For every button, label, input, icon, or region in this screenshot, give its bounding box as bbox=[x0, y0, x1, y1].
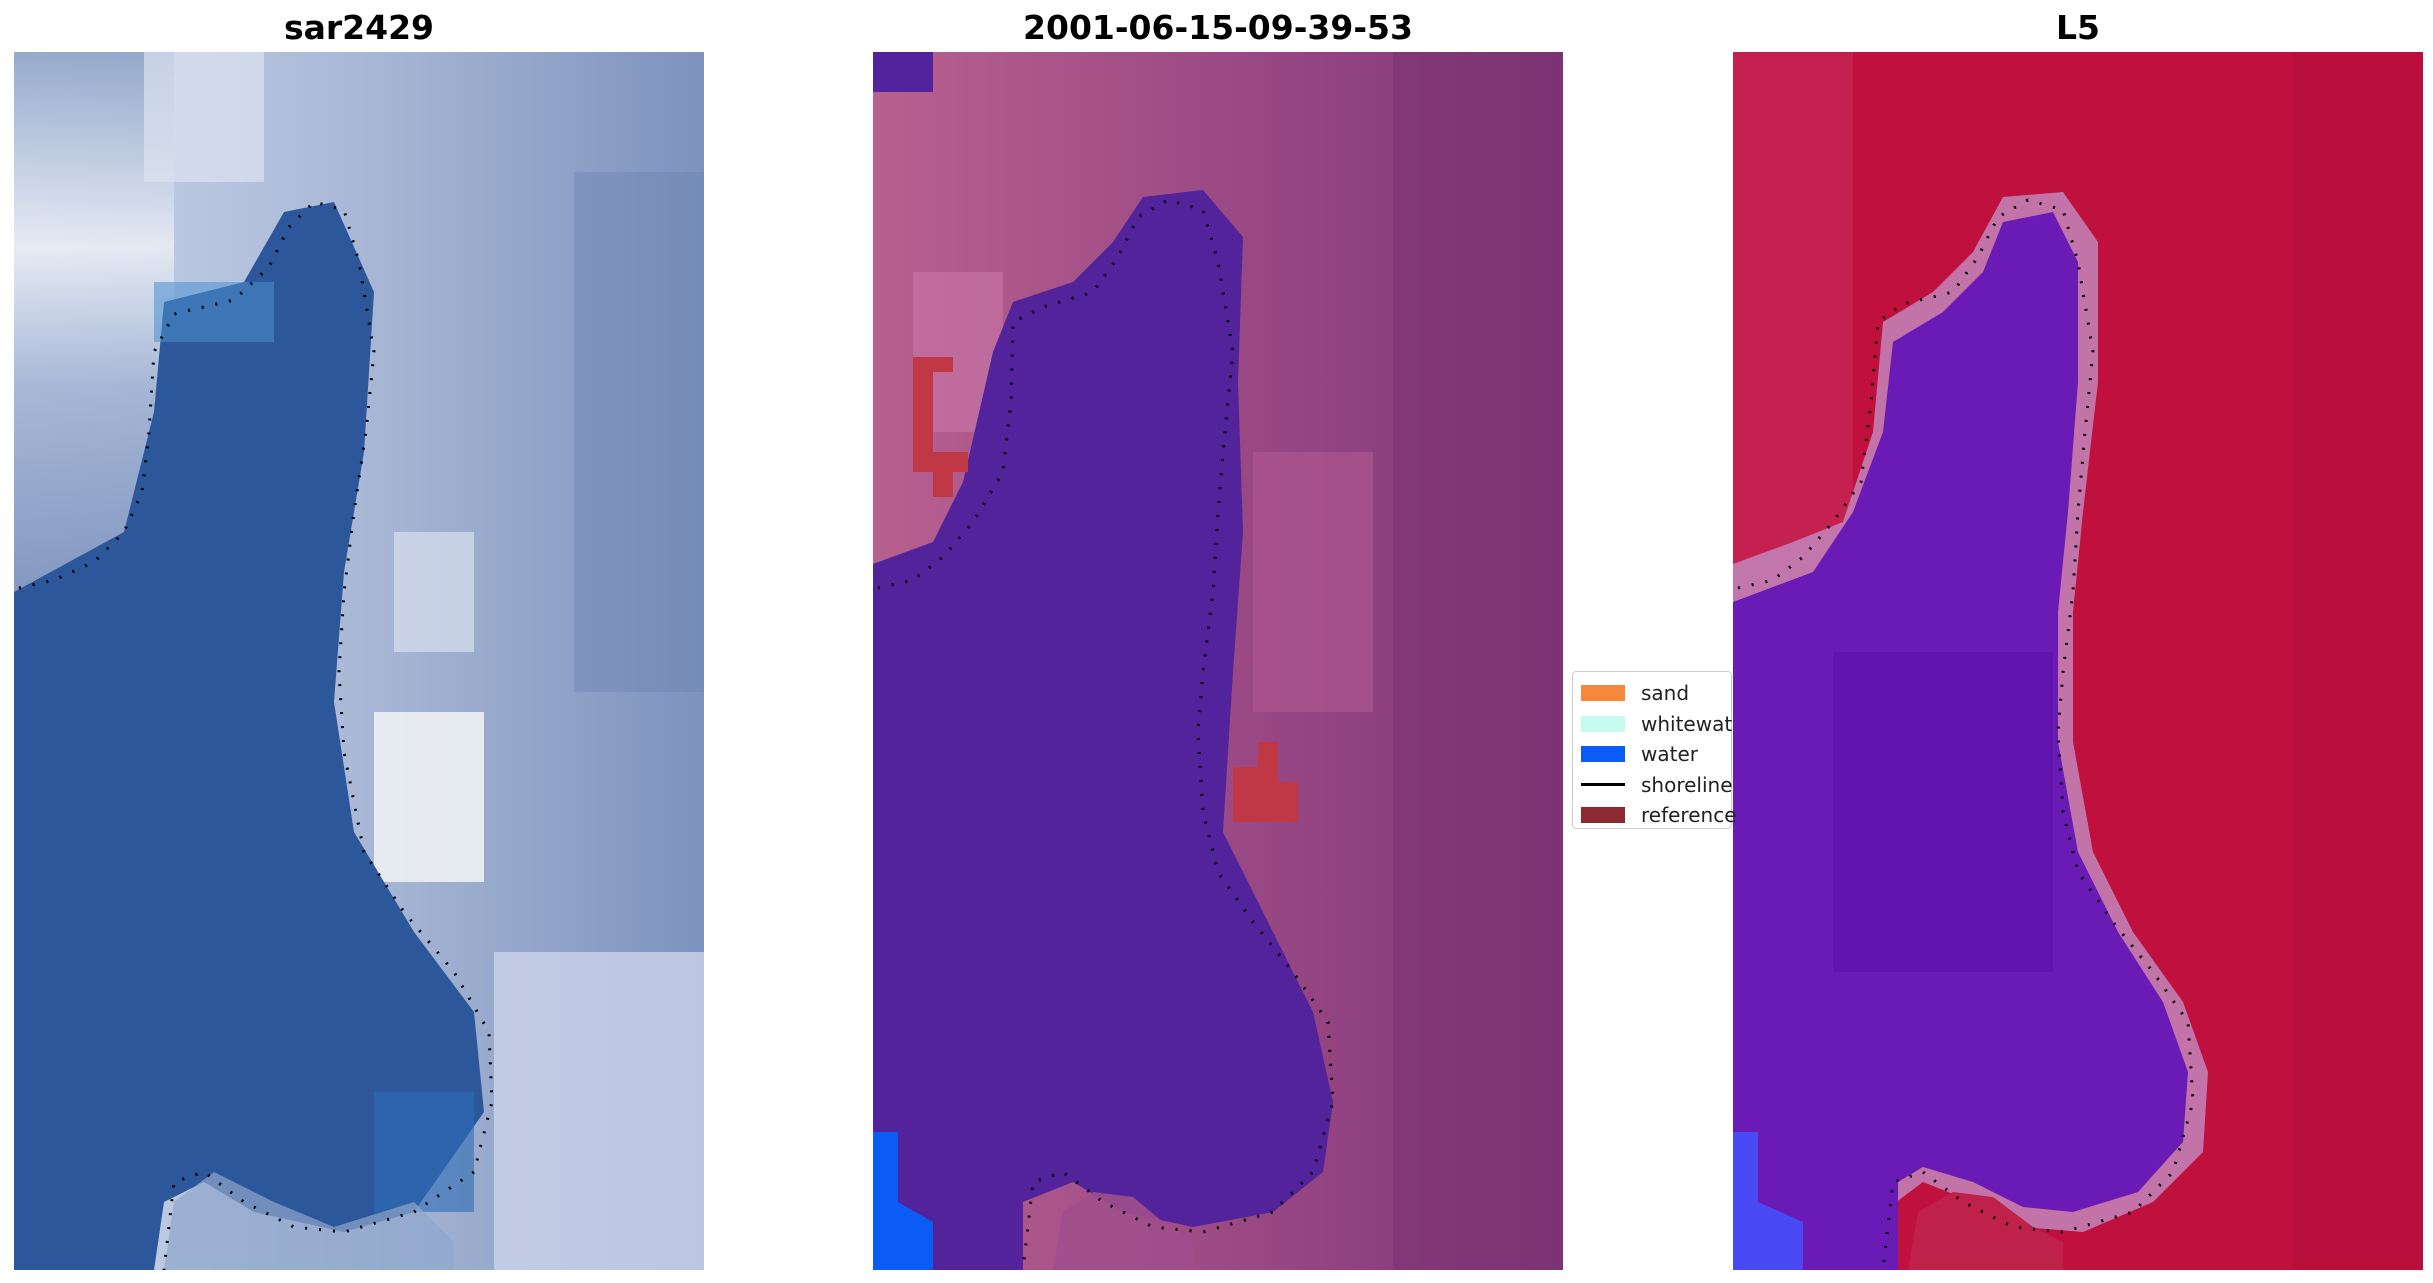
legend-label: reference bbox=[1641, 803, 1737, 828]
legend-color-swatch bbox=[1581, 715, 1625, 732]
legend: sand whitewat water shoreline reference bbox=[1572, 671, 1737, 831]
legend-label: shoreline bbox=[1641, 772, 1733, 797]
legend-label: water bbox=[1641, 742, 1698, 767]
legend-label: whitewat bbox=[1641, 711, 1733, 736]
index-image-panel bbox=[1733, 52, 2423, 1270]
index-image bbox=[1733, 52, 2423, 1270]
legend-item-whitewat: whitewat bbox=[1581, 709, 1733, 740]
legend-item-sand: sand bbox=[1581, 678, 1731, 709]
legend-color-swatch bbox=[1581, 685, 1625, 702]
legend-item-water: water bbox=[1581, 739, 1731, 770]
panel-title-rgb: sar2429 bbox=[283, 8, 435, 47]
legend-color-swatch bbox=[1581, 807, 1625, 824]
rgb-image bbox=[14, 52, 704, 1270]
classified-image-panel bbox=[873, 52, 1563, 1270]
legend-line-swatch bbox=[1581, 783, 1625, 787]
panel-title-classified: 2001-06-15-09-39-53 bbox=[1023, 8, 1413, 47]
classified-image bbox=[873, 52, 1563, 1270]
shoreline bbox=[18, 200, 494, 1270]
rgb-image-panel bbox=[14, 52, 704, 1270]
legend-item-reference: reference bbox=[1581, 800, 1737, 831]
panel-title-index: L5 bbox=[2056, 8, 2100, 47]
legend-color-swatch bbox=[1581, 746, 1625, 763]
legend-label: sand bbox=[1641, 681, 1690, 706]
legend-item-shoreline: shoreline bbox=[1581, 770, 1733, 801]
